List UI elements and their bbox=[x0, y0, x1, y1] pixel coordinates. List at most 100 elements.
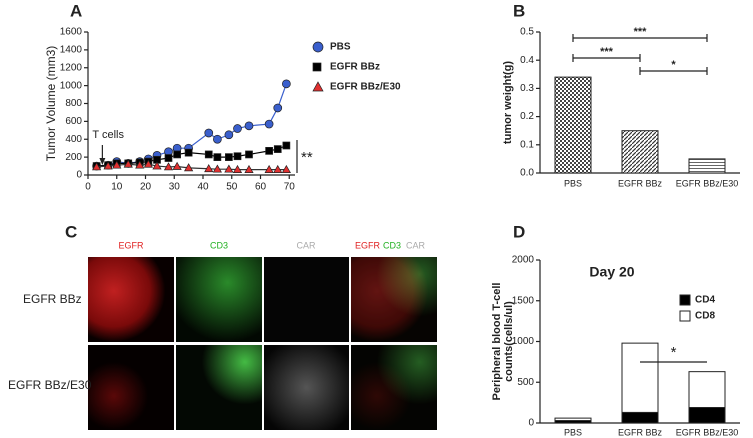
micro-images bbox=[88, 257, 437, 430]
data-point bbox=[204, 128, 214, 138]
x-tick-label: PBS bbox=[564, 178, 582, 188]
y-tick-label: 0.2 bbox=[520, 111, 534, 122]
legend-label: PBS bbox=[330, 42, 351, 53]
row-label: EGFR BBz/E30 bbox=[8, 378, 92, 392]
data-point bbox=[233, 152, 242, 161]
y-axis-label: Tumor Volume (mm3) bbox=[44, 46, 58, 162]
data-point bbox=[232, 164, 243, 173]
legend-label: CD8 bbox=[695, 311, 715, 322]
y-tick-label: 1500 bbox=[512, 295, 535, 306]
bar-segment bbox=[621, 411, 659, 424]
x-tick-label: 60 bbox=[255, 182, 267, 193]
y-axis-label: counts(cells/ul) bbox=[503, 301, 515, 382]
annotation: ** bbox=[301, 149, 313, 166]
data-point bbox=[244, 164, 254, 173]
arrow-head bbox=[99, 158, 106, 165]
y-tick-label: 0.5 bbox=[520, 27, 534, 38]
y-tick-label: 1600 bbox=[60, 27, 83, 38]
data-point bbox=[264, 164, 274, 173]
data-point bbox=[163, 162, 174, 171]
col-label: CD3 bbox=[210, 240, 228, 250]
legend-label: EGFR BBz bbox=[330, 62, 380, 73]
col-label: CAR bbox=[406, 240, 426, 250]
bar bbox=[621, 130, 659, 174]
data-point bbox=[273, 164, 283, 173]
data-point bbox=[123, 159, 133, 168]
bar-segment bbox=[621, 342, 659, 413]
panel-label: C bbox=[65, 222, 77, 241]
annotation: * bbox=[671, 344, 677, 361]
data-point bbox=[224, 130, 234, 140]
data-point bbox=[244, 121, 254, 131]
x-tick-label: EGFR BBz/E30 bbox=[676, 178, 739, 188]
y-tick-label: 400 bbox=[65, 134, 82, 145]
x-tick-label: 40 bbox=[197, 182, 209, 193]
bar bbox=[688, 158, 726, 174]
legend-marker bbox=[312, 41, 324, 53]
x-tick-label: 70 bbox=[284, 182, 296, 193]
data-point bbox=[213, 134, 222, 144]
data-point bbox=[164, 154, 173, 162]
data-point bbox=[224, 164, 234, 173]
annotation: * bbox=[671, 59, 676, 71]
data-point bbox=[281, 164, 291, 173]
data-point bbox=[184, 163, 194, 172]
data-point bbox=[273, 103, 283, 113]
panel-label: B bbox=[513, 1, 525, 20]
data-point bbox=[135, 160, 145, 169]
bar-segment bbox=[688, 371, 726, 409]
y-tick-label: 0 bbox=[528, 418, 534, 429]
col-label: CD3 bbox=[383, 240, 401, 250]
x-tick-label: 50 bbox=[226, 182, 238, 193]
y-tick-label: 0.0 bbox=[520, 168, 534, 179]
y-tick-label: 0 bbox=[76, 170, 82, 181]
col-label: CAR bbox=[296, 240, 316, 250]
annotation: *** bbox=[600, 46, 614, 58]
x-tick-label: 10 bbox=[111, 182, 123, 193]
row-label: EGFR BBz bbox=[23, 292, 82, 306]
y-tick-label: 0.1 bbox=[520, 139, 534, 150]
bar-segment bbox=[554, 417, 592, 422]
legend-marker bbox=[312, 62, 322, 72]
y-tick-label: 800 bbox=[65, 98, 82, 109]
bar-segment bbox=[688, 407, 726, 424]
data-point bbox=[225, 153, 233, 161]
legend-label: EGFR BBz/E30 bbox=[330, 82, 401, 93]
legend-marker bbox=[312, 81, 324, 92]
annotation: *** bbox=[634, 26, 648, 38]
x-tick-label: 20 bbox=[140, 182, 152, 193]
y-tick-label: 600 bbox=[65, 116, 82, 127]
data-point bbox=[233, 124, 242, 133]
bar bbox=[554, 76, 592, 174]
y-tick-label: 2000 bbox=[512, 255, 535, 266]
data-point bbox=[282, 141, 291, 150]
x-tick-label: PBS bbox=[564, 427, 582, 437]
data-point bbox=[273, 145, 282, 153]
data-point bbox=[282, 79, 291, 89]
col-label: EGFR bbox=[355, 240, 381, 250]
data-point bbox=[264, 119, 274, 129]
y-tick-label: 1200 bbox=[60, 62, 83, 73]
y-tick-label: 500 bbox=[517, 377, 534, 388]
data-point bbox=[92, 162, 102, 171]
y-axis-label: tumor weight(g) bbox=[502, 61, 514, 144]
x-tick-label: 0 bbox=[85, 182, 91, 193]
data-point bbox=[172, 161, 182, 170]
y-tick-label: 0.3 bbox=[520, 83, 534, 94]
x-tick-label: 30 bbox=[169, 182, 181, 193]
data-point bbox=[112, 160, 122, 169]
x-tick-label: EGFR BBz bbox=[618, 178, 663, 188]
legend-marker bbox=[679, 294, 691, 306]
x-tick-label: EGFR BBz/E30 bbox=[676, 427, 739, 437]
data-point bbox=[143, 159, 153, 168]
y-tick-label: 1000 bbox=[60, 80, 83, 91]
data-point bbox=[173, 150, 181, 159]
data-point bbox=[245, 150, 253, 159]
chart-title: Day 20 bbox=[589, 264, 634, 280]
data-point bbox=[184, 148, 193, 157]
legend-marker bbox=[679, 310, 691, 322]
y-tick-label: 1000 bbox=[512, 336, 535, 347]
panel-label: A bbox=[70, 1, 82, 20]
y-axis-label: Peripheral blood T-cell bbox=[491, 283, 503, 401]
